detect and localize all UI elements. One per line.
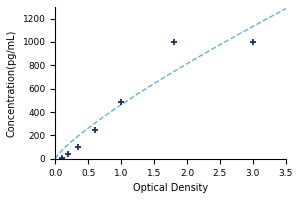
Y-axis label: Concentration(pg/mL): Concentration(pg/mL) — [7, 29, 17, 137]
X-axis label: Optical Density: Optical Density — [133, 183, 208, 193]
